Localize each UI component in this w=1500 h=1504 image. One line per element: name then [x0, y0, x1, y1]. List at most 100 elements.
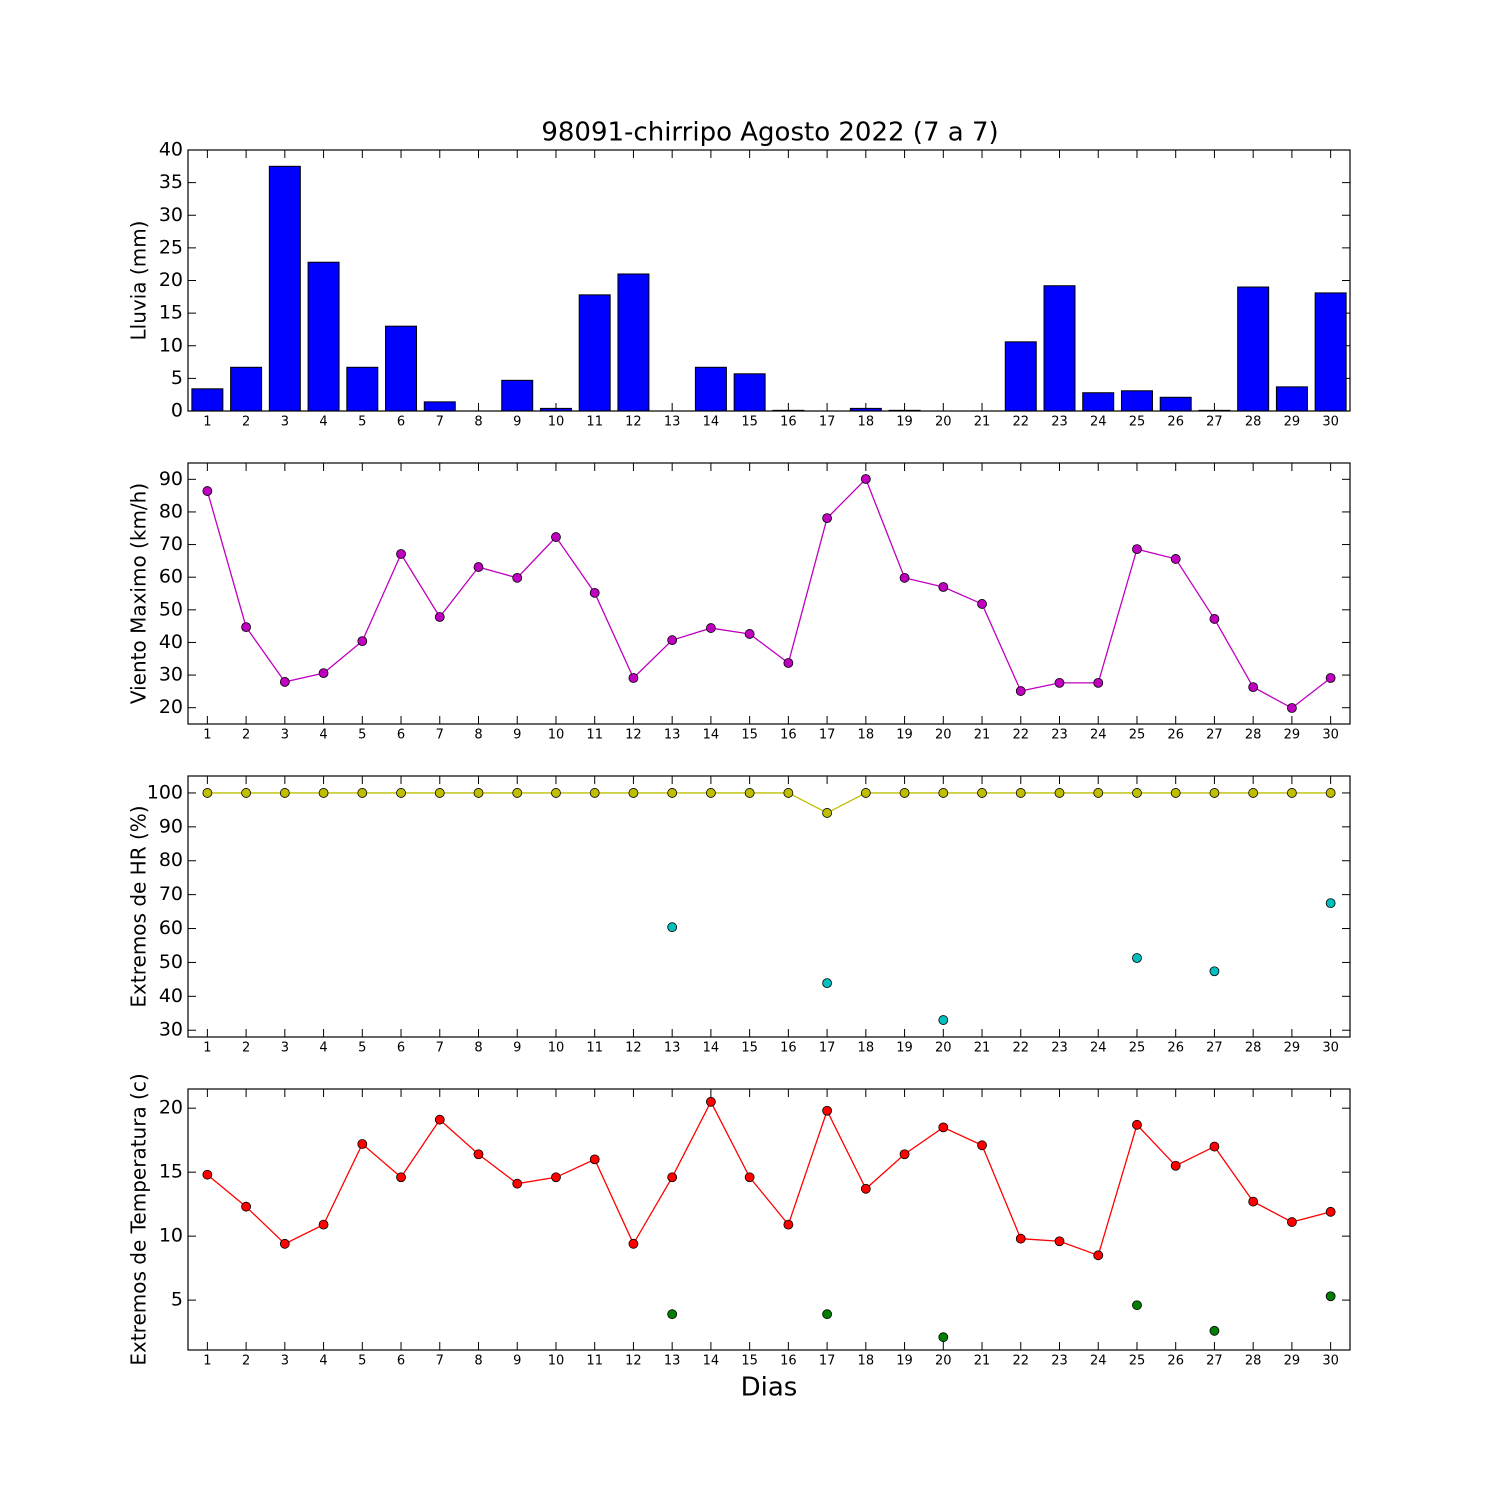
x-tick-label: 6 — [397, 728, 405, 743]
data-point — [628, 673, 639, 683]
data-point — [1170, 554, 1181, 564]
data-point — [822, 978, 832, 989]
y-tick-label: 80 — [159, 849, 183, 871]
x-tick-label: 2 — [242, 415, 250, 430]
data-point — [202, 486, 213, 496]
x-tick-label: 23 — [1051, 1041, 1068, 1056]
x-tick-label: 27 — [1206, 415, 1223, 430]
x-tick-label: 27 — [1206, 1354, 1223, 1369]
x-tick-label: 11 — [586, 415, 603, 430]
x-tick-label: 20 — [935, 1354, 952, 1369]
data-point — [1325, 898, 1336, 909]
x-tick-label: 4 — [319, 1354, 327, 1369]
bar — [346, 366, 379, 412]
data-point — [1132, 1300, 1142, 1311]
data-point — [1325, 788, 1336, 798]
data-point — [1325, 1291, 1336, 1302]
y-tick-label: 70 — [159, 883, 183, 905]
y-tick-label: 90 — [159, 815, 183, 837]
bar — [617, 273, 650, 412]
data-point — [434, 788, 445, 798]
data-point — [589, 1154, 600, 1165]
bar — [1120, 390, 1153, 412]
data-point — [938, 582, 949, 592]
data-point — [1287, 1217, 1297, 1227]
x-tick-label: 9 — [513, 415, 521, 430]
x-tick-label: 22 — [1012, 1041, 1029, 1056]
data-point — [202, 1169, 213, 1180]
x-tick-label: 20 — [935, 728, 952, 743]
data-point — [512, 1178, 523, 1189]
x-tick-label: 9 — [513, 728, 521, 743]
data-point — [1054, 1236, 1065, 1247]
data-point — [822, 1309, 832, 1320]
y-tick-label: 20 — [159, 696, 183, 718]
y-tick-label: 50 — [159, 598, 183, 620]
x-tick-label: 8 — [474, 1041, 482, 1056]
x-tick-label: 7 — [436, 415, 444, 430]
x-tick-label: 28 — [1245, 415, 1262, 430]
x-tick-label: 27 — [1206, 1041, 1223, 1056]
data-point — [860, 474, 871, 484]
x-tick-label: 15 — [741, 728, 758, 743]
x-tick-label: 16 — [780, 728, 797, 743]
data-point — [938, 1332, 949, 1343]
data-point — [822, 808, 832, 818]
y-tick-label: 40 — [159, 139, 183, 161]
data-point — [1170, 788, 1181, 798]
data-point — [899, 788, 910, 798]
x-tick-label: 1 — [203, 728, 211, 743]
data-point — [1287, 703, 1297, 713]
y-axis-label: Lluvia (mm) — [127, 221, 151, 341]
y-tick-label: 15 — [159, 302, 183, 324]
data-point — [899, 1149, 910, 1160]
y-tick-label: 0 — [171, 400, 183, 422]
series-line — [206, 1100, 1331, 1257]
x-tick-label: 24 — [1090, 415, 1107, 430]
data-point — [241, 622, 252, 633]
y-tick-label: 10 — [159, 1225, 183, 1247]
x-tick-label: 17 — [819, 1041, 836, 1056]
x-tick-label: 12 — [625, 1354, 642, 1369]
x-tick-label: 10 — [548, 1354, 565, 1369]
data-point — [1054, 677, 1065, 688]
x-tick-label: 21 — [974, 728, 991, 743]
data-point — [744, 1172, 755, 1183]
x-tick-label: 22 — [1012, 1354, 1029, 1369]
x-tick-label: 25 — [1129, 728, 1146, 743]
x-tick-label: 24 — [1090, 728, 1107, 743]
data-point — [667, 1172, 678, 1183]
data-point — [1209, 614, 1220, 624]
data-point — [977, 1140, 987, 1151]
y-tick-label: 100 — [147, 781, 183, 803]
x-tick-label: 18 — [858, 728, 875, 743]
data-point — [1209, 966, 1220, 977]
data-point — [589, 587, 600, 598]
data-point — [628, 1238, 639, 1249]
x-tick-label: 13 — [664, 1041, 681, 1056]
bar — [578, 294, 611, 412]
x-tick-label: 28 — [1245, 1041, 1262, 1056]
data-point — [589, 788, 600, 798]
x-tick-label: 29 — [1284, 415, 1301, 430]
data-point — [938, 1015, 949, 1025]
x-tick-label: 22 — [1012, 415, 1029, 430]
x-tick-label: 23 — [1051, 1354, 1068, 1369]
data-point — [318, 668, 329, 679]
y-axis-label: Extremos de Temperatura (c) — [127, 1073, 151, 1365]
data-point — [938, 1122, 949, 1133]
data-point — [822, 1105, 832, 1116]
y-tick-label: 20 — [159, 269, 183, 291]
x-tick-label: 16 — [780, 1354, 797, 1369]
y-tick-label: 20 — [159, 1097, 183, 1119]
x-tick-label: 11 — [586, 728, 603, 743]
x-tick-label: 17 — [819, 415, 836, 430]
x-tick-label: 7 — [436, 1354, 444, 1369]
x-tick-label: 18 — [858, 1354, 875, 1369]
data-point — [1209, 1325, 1220, 1336]
x-tick-label: 11 — [586, 1041, 603, 1056]
x-tick-label: 12 — [625, 415, 642, 430]
y-tick-label: 60 — [159, 566, 183, 588]
data-point — [1015, 686, 1026, 696]
y-axis-label: Viento Maximo (km/h) — [127, 483, 151, 704]
